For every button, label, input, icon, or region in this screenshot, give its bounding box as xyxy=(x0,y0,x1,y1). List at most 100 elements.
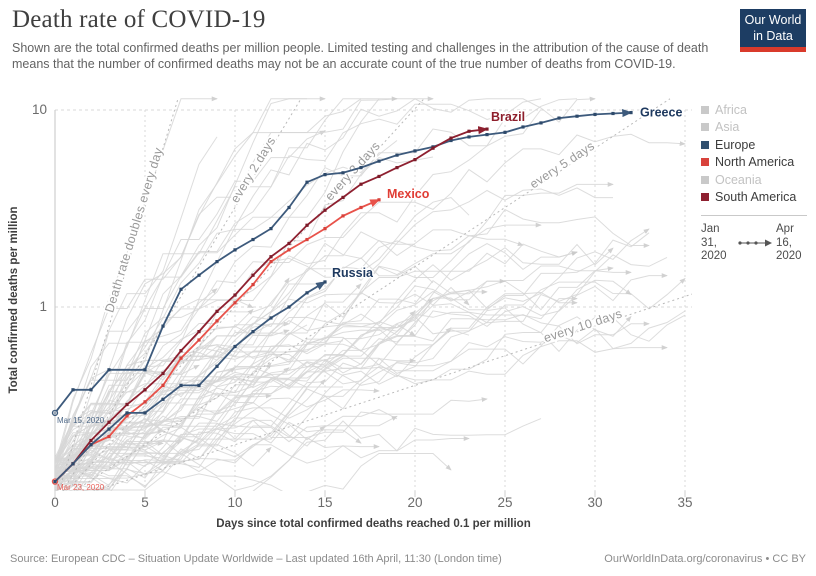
owid-logo-red-bar xyxy=(740,47,806,53)
series-point-mexico xyxy=(125,414,129,418)
series-label-russia[interactable]: Russia xyxy=(331,264,376,281)
series-line-russia[interactable] xyxy=(54,281,327,483)
bg-country-line xyxy=(55,298,254,471)
series-point-mexico xyxy=(305,237,309,242)
series-point-brazil xyxy=(89,438,93,443)
legend-date-range: Jan 31, 2020 Apr 16, 2020 xyxy=(701,223,813,264)
legend-label: Europe xyxy=(715,137,756,152)
y-tick-label: 1 xyxy=(39,299,47,314)
bg-country-line xyxy=(252,420,470,491)
source-note: Source: European CDC – Situation Update … xyxy=(10,553,502,565)
series-point-greece xyxy=(107,368,111,372)
bg-country-line xyxy=(55,354,182,464)
legend-label: South America xyxy=(715,190,797,205)
legend-item-south-america[interactable]: South America xyxy=(701,189,813,207)
bg-country-line xyxy=(66,243,578,491)
series-point-brazil xyxy=(161,371,165,376)
series-point-greece xyxy=(611,111,615,116)
bg-country-line xyxy=(55,208,650,460)
series-point-greece xyxy=(503,130,507,134)
bg-country-line xyxy=(55,327,452,488)
series-point-greece xyxy=(179,287,183,291)
bg-country-line xyxy=(55,96,326,471)
legend-swatch-icon xyxy=(701,123,709,132)
legend-item-north-america[interactable]: North America xyxy=(701,154,813,172)
owid-logo-text: Our World in Data xyxy=(740,9,806,48)
series-line-greece[interactable] xyxy=(54,108,633,414)
x-tick-label: 5 xyxy=(141,495,149,510)
bg-country-line xyxy=(55,109,542,462)
license-link[interactable]: OurWorldInData.org/coronavirus • CC BY xyxy=(604,553,806,565)
series-point-greece xyxy=(557,116,561,120)
series-start-marker-greece xyxy=(51,409,59,417)
highlighted-series: Mar 15, 2020 Greece Brazil Mar 23, 2020 Mexi… xyxy=(51,104,684,492)
bg-country-line xyxy=(55,98,542,460)
series-point-brazil xyxy=(215,309,219,313)
series-point-brazil xyxy=(359,182,363,186)
footer: Source: European CDC – Situation Update … xyxy=(0,553,816,565)
series-point-mexico xyxy=(215,319,219,323)
series-point-brazil xyxy=(305,223,309,227)
series-point-greece xyxy=(467,135,471,139)
bg-country-line xyxy=(55,308,254,460)
series-point-brazil xyxy=(323,208,327,212)
guide-line-label: every 5 days xyxy=(527,139,597,192)
series-point-brazil xyxy=(197,330,201,334)
page-title: Death rate of COVID-19 xyxy=(12,6,266,33)
series-point-mexico xyxy=(359,205,363,210)
series-point-greece xyxy=(377,159,381,163)
series-point-russia xyxy=(323,280,327,284)
series-point-greece xyxy=(341,171,345,175)
series-point-russia xyxy=(143,411,147,415)
bg-country-line xyxy=(55,96,398,471)
legend-item-oceania[interactable]: Oceania xyxy=(701,171,813,189)
bg-country-line xyxy=(82,429,164,491)
series-point-brazil xyxy=(395,166,399,170)
series-label-mexico[interactable]: Mexico xyxy=(386,185,432,202)
series-point-russia xyxy=(215,364,219,368)
guide-line xyxy=(62,98,302,491)
x-axis-title: Days since total confirmed deaths reache… xyxy=(216,518,530,530)
legend-item-asia[interactable]: Asia xyxy=(701,119,813,137)
series-point-mexico xyxy=(323,227,327,231)
series-point-greece xyxy=(539,121,543,125)
series-point-mexico xyxy=(377,198,381,202)
legend-swatch-icon xyxy=(701,140,709,149)
series-point-mexico xyxy=(107,434,111,439)
series-point-mexico xyxy=(179,356,183,360)
y-axis-title: Total confirmed deaths per million xyxy=(8,206,20,393)
bg-country-line xyxy=(55,374,343,487)
legend-label: North America xyxy=(715,155,795,170)
series-point-greece xyxy=(251,237,255,242)
series-point-russia xyxy=(89,443,93,447)
series-point-russia xyxy=(269,316,273,320)
bg-country-line xyxy=(95,437,380,491)
series-point-russia xyxy=(251,330,255,334)
owid-logo[interactable]: Our World in Data xyxy=(740,9,806,53)
legend-item-africa[interactable]: Africa xyxy=(701,101,813,119)
bg-country-line xyxy=(55,439,182,464)
series-point-brazil xyxy=(233,293,237,297)
page-subtitle: Shown are the total confirmed deaths per… xyxy=(12,41,709,72)
legend-item-europe[interactable]: Europe xyxy=(701,136,813,154)
series-point-brazil xyxy=(341,195,345,200)
bg-country-line xyxy=(55,340,344,471)
bg-country-line xyxy=(55,98,578,465)
series-point-mexico xyxy=(161,383,165,387)
series-point-mexico xyxy=(233,301,237,305)
x-tick-label: 20 xyxy=(407,495,422,510)
bg-country-line xyxy=(55,231,415,480)
legend-swatch-icon xyxy=(701,193,709,202)
legend-swatch-icon xyxy=(701,175,709,184)
series-label-brazil[interactable]: Brazil xyxy=(490,109,527,126)
series-point-greece xyxy=(161,324,165,328)
bg-country-line xyxy=(55,393,272,482)
series-point-russia xyxy=(305,291,309,295)
series-point-mexico xyxy=(197,338,201,342)
series-point-brazil xyxy=(467,129,471,133)
series-point-mexico xyxy=(269,260,273,264)
date-start: Jan 31, 2020 xyxy=(701,223,727,263)
series-label-greece[interactable]: Greece xyxy=(639,104,684,121)
